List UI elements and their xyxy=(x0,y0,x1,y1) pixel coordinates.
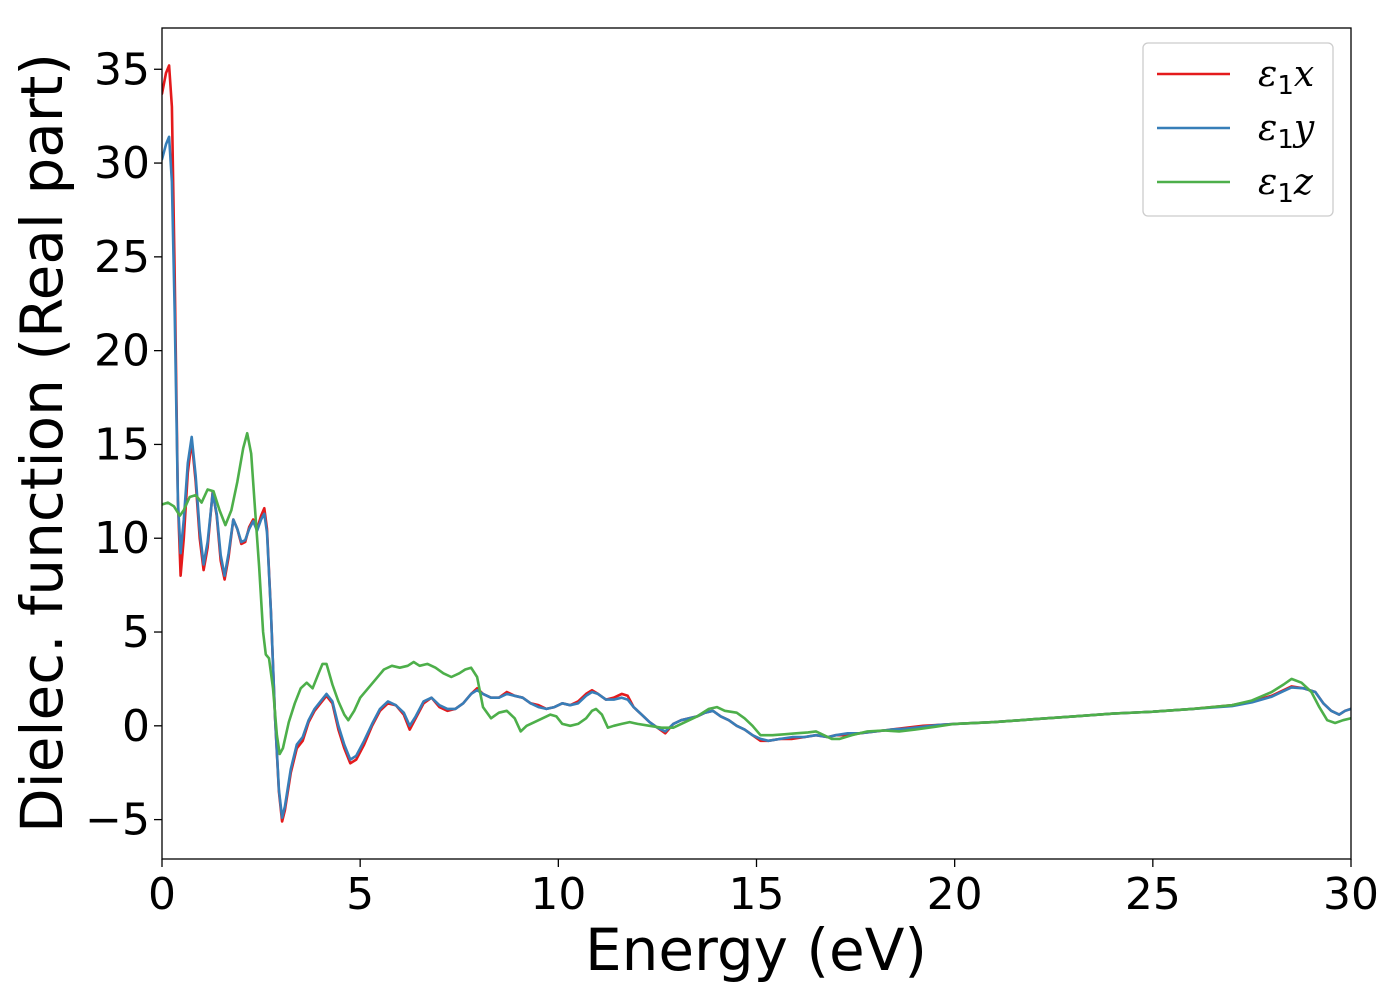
y-tick-label: 15 xyxy=(94,419,150,470)
legend-frame xyxy=(1142,42,1334,217)
legend-label-x: ε1x xyxy=(1258,54,1314,101)
legend: ε1x ε1y ε1z xyxy=(1142,42,1334,217)
series-layer xyxy=(162,64,1351,823)
y-tick-label: 5 xyxy=(122,607,150,658)
y-tick-label: 10 xyxy=(94,513,150,564)
y-tick-label: 0 xyxy=(122,701,150,752)
x-tick-label: 0 xyxy=(148,869,176,920)
series-line-y xyxy=(162,135,1351,819)
x-tick-label: 20 xyxy=(927,869,983,920)
y-tick-label: 30 xyxy=(94,138,150,189)
x-tick-label: 10 xyxy=(530,869,586,920)
legend-label-y: ε1y xyxy=(1258,108,1315,155)
y-tick-label: 25 xyxy=(94,232,150,283)
y-tick-label: 20 xyxy=(94,326,150,377)
x-axis: 0 5 10 15 20 25 30 xyxy=(148,859,1379,920)
y-tick-label: 35 xyxy=(94,44,150,95)
series-line-z xyxy=(162,431,1351,756)
y-tick-label: −5 xyxy=(85,795,150,846)
y-axis-label: Dielec. function (Real part) xyxy=(8,53,76,833)
x-tick-label: 5 xyxy=(346,869,374,920)
x-tick-label: 15 xyxy=(729,869,785,920)
x-axis-label: Energy (eV) xyxy=(585,916,927,984)
legend-label-z: ε1z xyxy=(1258,162,1314,209)
x-tick-label: 25 xyxy=(1125,869,1181,920)
y-axis: −5 0 5 10 15 20 25 30 35 xyxy=(85,44,162,846)
x-tick-label: 30 xyxy=(1323,869,1379,920)
